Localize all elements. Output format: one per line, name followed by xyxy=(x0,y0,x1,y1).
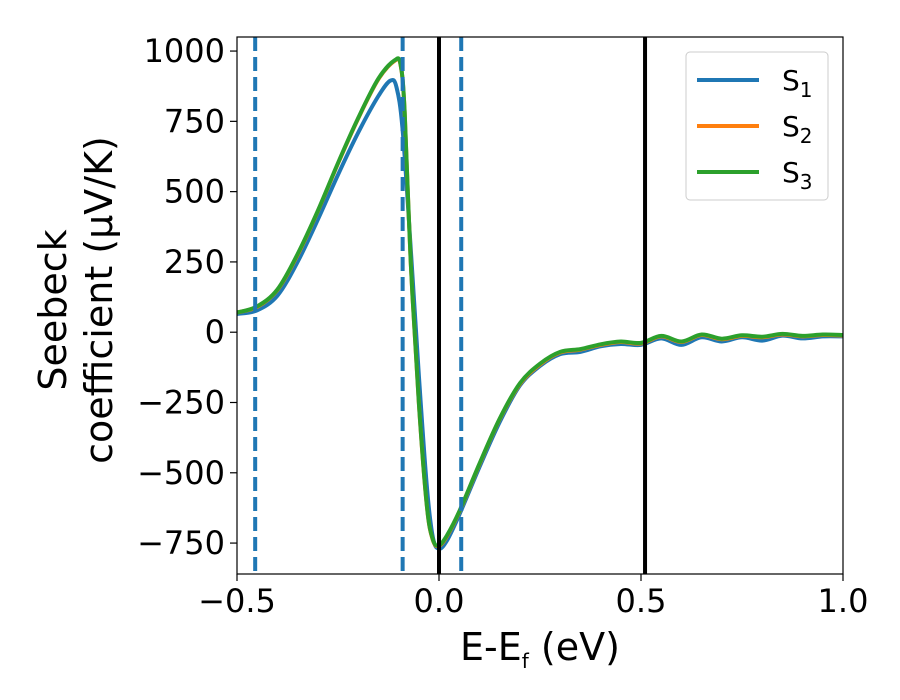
vline-layer xyxy=(253,37,648,574)
legend-label-s3: S3 xyxy=(782,156,813,194)
x-tick-label: 0.0 xyxy=(414,582,465,620)
y-axis: 1000 750 500 250 0 −250 −500 −750 xyxy=(137,32,237,562)
plot-frame xyxy=(236,36,844,575)
legend-label-s2: S2 xyxy=(782,110,813,148)
x-tick-label: 1.0 xyxy=(818,582,869,620)
y-tick-label: 750 xyxy=(164,102,225,140)
x-axis-label: E-Ef (eV) xyxy=(460,625,620,673)
y-tick-label: 0 xyxy=(205,313,225,351)
y-axis-label-line1: Seebeck xyxy=(31,229,75,390)
legend-label-s1: S1 xyxy=(782,64,813,102)
y-axis-label: Seebeck coefficient (μV/K) xyxy=(31,136,121,464)
y-tick-label: −750 xyxy=(137,524,225,562)
y-tick-label: 1000 xyxy=(144,32,225,70)
legend: S1 S2 S3 xyxy=(685,51,829,201)
y-tick-label: 250 xyxy=(164,243,225,281)
y-tick-label: −250 xyxy=(137,383,225,421)
x-axis: −0.5 0.0 0.5 1.0 xyxy=(198,574,868,620)
y-axis-label-line2: coefficient (μV/K) xyxy=(77,136,121,464)
x-tick-label: 0.5 xyxy=(616,582,667,620)
series-line-s3 xyxy=(237,56,843,548)
series-layer xyxy=(237,56,843,551)
y-tick-label: −500 xyxy=(137,454,225,492)
x-tick-label: −0.5 xyxy=(198,582,276,620)
y-tick-label: 500 xyxy=(164,173,225,211)
